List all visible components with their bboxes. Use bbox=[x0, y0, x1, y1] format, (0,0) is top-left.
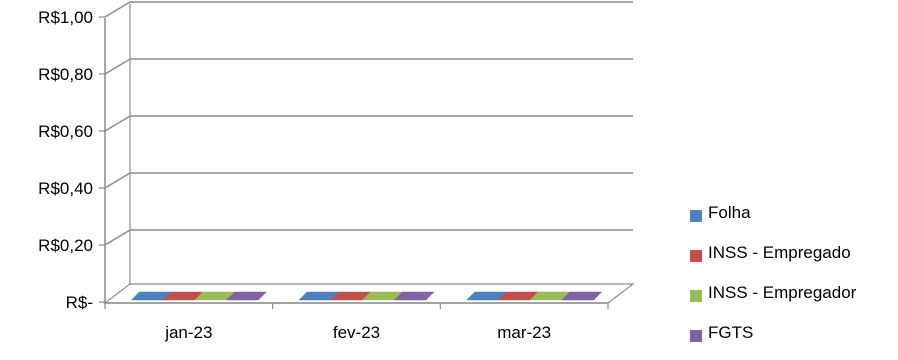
bar-2-3 bbox=[561, 291, 603, 301]
legend-swatch bbox=[690, 290, 702, 302]
legend-item: FGTS bbox=[690, 320, 895, 360]
legend-label: INSS - Empregado bbox=[708, 243, 851, 262]
legend-item: Folha bbox=[690, 200, 895, 240]
x-tick-label-2: mar-23 bbox=[497, 323, 551, 342]
gridlines bbox=[104, 1, 633, 246]
x-tick-labels: jan-23 fev-23 mar-23 bbox=[164, 323, 551, 342]
legend: Folha INSS - Empregado INSS - Empregador FG… bbox=[690, 200, 895, 360]
y-tick-label-4: R$0,80 bbox=[38, 65, 93, 84]
legend-swatch bbox=[690, 330, 702, 342]
legend-label: INSS - Empregador bbox=[708, 283, 857, 302]
x-tick-label-1: fev-23 bbox=[333, 323, 380, 342]
legend-label: FGTS bbox=[708, 323, 754, 342]
legend-swatch bbox=[690, 250, 702, 262]
bar-0-3 bbox=[225, 291, 267, 301]
y-tick-label-0: R$- bbox=[66, 293, 93, 312]
x-tick-label-0: jan-23 bbox=[164, 323, 212, 342]
gridline-5 bbox=[104, 1, 633, 18]
y-tick-label-1: R$0,20 bbox=[38, 236, 93, 255]
bar-1-3 bbox=[393, 291, 435, 301]
legend-item: INSS - Empregado bbox=[690, 240, 895, 280]
gridline-2 bbox=[104, 172, 633, 189]
y-tick-labels: R$- R$0,20 R$0,40 R$0,60 R$0,80 R$1,00 bbox=[38, 8, 93, 312]
gridline-3 bbox=[104, 115, 633, 132]
y-tick-label-3: R$0,60 bbox=[38, 122, 93, 141]
legend-item: INSS - Empregador bbox=[690, 280, 895, 320]
gridline-1 bbox=[104, 229, 633, 246]
axes bbox=[99, 4, 635, 309]
y-tick-label-5: R$1,00 bbox=[38, 8, 93, 27]
legend-label: Folha bbox=[708, 203, 751, 222]
y-tick-label-2: R$0,40 bbox=[38, 179, 93, 198]
legend-swatch bbox=[690, 210, 702, 222]
gridline-4 bbox=[104, 58, 633, 75]
bars bbox=[130, 291, 603, 301]
